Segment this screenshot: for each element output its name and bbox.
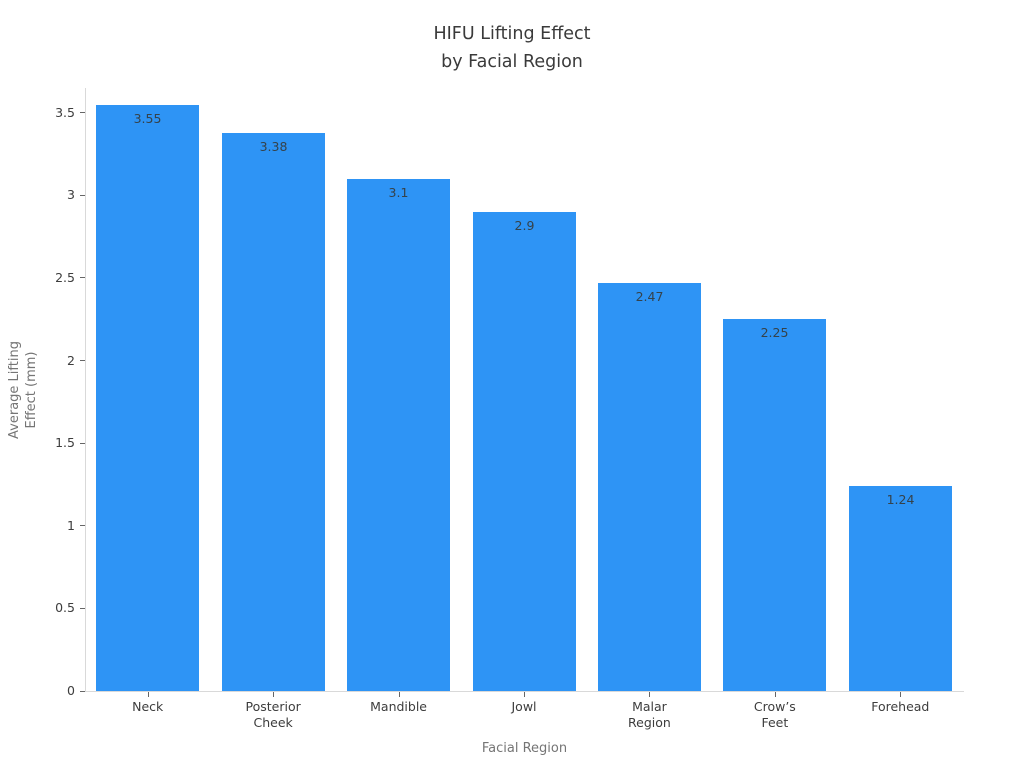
x-axis-title: Facial Region [481,741,568,756]
y-tick-mark [80,525,85,527]
x-tick-mark [649,692,650,697]
x-tick-label-mandible: Mandible [329,699,469,715]
bar-neck [96,105,199,691]
x-tick-mark [524,692,525,697]
chart-title-line-1: HIFU Lifting Effect [433,24,591,44]
y-tick-mark [80,607,85,609]
x-tick-label-line: Region [628,715,671,730]
bar-value-label-posterior-cheek: 3.38 [259,139,288,154]
bar-value-label-jowl: 2.9 [514,218,535,233]
y-tick-mark [80,112,85,114]
y-tick-label: 0 [67,683,75,698]
y-tick-mark [80,277,85,279]
y-tick-label: 3 [67,187,75,203]
y-tick-label: 2.5 [55,269,75,285]
x-tick-mark [148,692,149,697]
y-tick-label: 1.5 [55,435,75,451]
bar-forehead [849,486,952,691]
x-tick-label-malar-region: Malar Region [579,699,719,731]
bar-value-label-crows-feet: 2.25 [760,325,789,340]
bar-mandible [347,179,450,691]
y-tick-mark [80,194,85,196]
x-tick-label-line: Mandible [370,699,427,714]
x-tick-label-line: Posterior [245,699,301,714]
x-tick-label-posterior-cheek: Posterior Cheek [203,699,343,731]
x-tick-label-line: Forehead [871,699,930,714]
x-tick-label-forehead: Forehead [830,699,970,715]
x-tick-label-line: Neck [132,699,164,714]
y-tick-label: 3.5 [55,104,75,120]
x-tick-label-neck: Neck [78,699,218,715]
x-tick-label-line: Jowl [511,699,537,714]
y-axis-spine [85,88,86,692]
x-tick-mark [273,692,274,697]
bar-value-label-malar-region: 2.47 [635,289,664,304]
y-tick-mark [80,690,85,692]
bar-value-label-mandible: 3.1 [388,185,409,200]
x-tick-label-jowl: Jowl [454,699,594,715]
x-tick-mark [900,692,901,697]
chart-title-line-2: by Facial Region [441,52,583,72]
bar-value-label-neck: 3.55 [133,111,162,126]
y-tick-label: 2 [67,352,75,368]
y-tick-mark [80,442,85,444]
bar-value-label-forehead: 1.24 [886,492,915,507]
bar-posterior-cheek [222,133,325,691]
bar-malar-region [598,283,701,691]
y-tick-label: 1 [67,517,75,533]
bar-crows-feet [723,319,826,691]
y-axis-title-line-1: Average Lifting [7,341,22,439]
y-tick-mark [80,360,85,362]
x-tick-mark [775,692,776,697]
x-tick-label-crows-feet: Crow’s Feet [705,699,845,731]
chart-title: HIFU Lifting Effect by Facial Region [0,20,1024,76]
y-tick-label: 0.5 [55,600,75,616]
x-tick-label-line: Cheek [253,715,293,730]
x-tick-label-line: Feet [761,715,789,730]
x-tick-label-line: Crow’s [753,699,796,714]
x-tick-mark [399,692,400,697]
x-tick-label-line: Malar [632,699,667,714]
bar-jowl [473,212,576,691]
x-axis-spine [85,691,964,692]
